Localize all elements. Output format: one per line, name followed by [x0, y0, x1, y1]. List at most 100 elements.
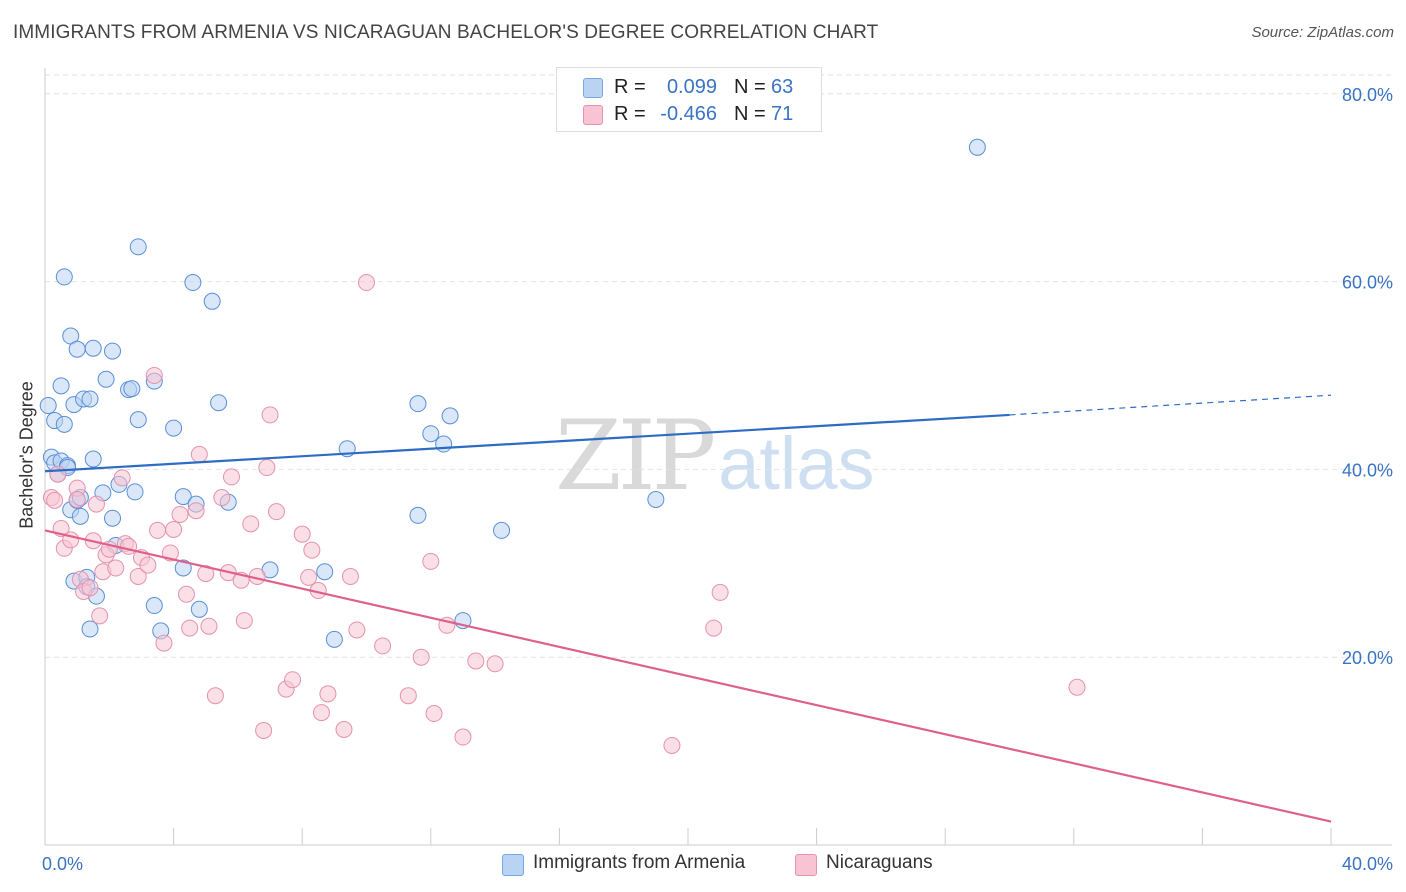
armenia-point [203, 292, 221, 310]
armenia-point [174, 559, 192, 577]
nicaraguan-point [87, 495, 105, 513]
bottom-legend-label-armenia: Immigrants from Armenia [533, 852, 746, 873]
armenia-point [409, 395, 427, 413]
y-tick-label: 20.0% [1342, 648, 1393, 668]
nicaraguan-point [187, 502, 205, 520]
source-label: Source: ZipAtlas.com [1251, 24, 1394, 41]
armenia-point [71, 507, 89, 525]
nicaraguan-point [145, 366, 163, 384]
nicaraguan-point [335, 721, 353, 738]
legend-r-value: -0.466 [660, 103, 717, 125]
nicaraguan-point [267, 503, 285, 521]
armenia-point [52, 377, 70, 395]
stats-legend: R = 0.099 N = 63 R = -0.466 N = 71 [556, 67, 822, 132]
bottom-legend-label-nicaraguans: Nicaraguans [826, 852, 933, 873]
nicaraguan-point [177, 585, 195, 603]
nicaraguan-point [358, 274, 375, 292]
nicaraguan-point [1068, 678, 1086, 696]
armenia-point [145, 597, 163, 615]
legend-r-label: R = [614, 103, 646, 125]
nicaraguan-point [181, 619, 199, 637]
legend-swatch-armenia [583, 78, 603, 98]
armenia-point [129, 411, 147, 429]
armenia-point [165, 419, 183, 437]
nicaraguan-point [486, 655, 504, 673]
armenia-point [493, 521, 511, 539]
nicaraguan-point [81, 579, 99, 597]
armenia-point [968, 138, 986, 156]
nicaraguan-point [171, 505, 189, 523]
armenia-point [441, 407, 459, 425]
nicaraguan-point [197, 565, 215, 583]
nicaraguan-point [293, 525, 311, 543]
nicaraguan-point [300, 568, 318, 586]
y-tick-label: 60.0% [1342, 273, 1393, 293]
nicaraguan-point [663, 736, 681, 754]
nicaraguan-point [107, 559, 125, 577]
legend-n-value: 63 [771, 76, 794, 98]
legend-r-value: 0.099 [666, 76, 717, 98]
nicaraguan-point [155, 634, 173, 652]
armenia-point [647, 490, 665, 508]
armenia-point [104, 342, 122, 360]
armenia-point [174, 488, 192, 506]
nicaraguan-point [261, 406, 279, 424]
nicaraguan-point [374, 637, 392, 655]
nicaraguan-point [255, 721, 273, 739]
nicaraguan-point [139, 556, 157, 574]
armenia-point [325, 630, 343, 648]
nicaraguan-point [399, 687, 417, 705]
nicaraguan-point [412, 648, 430, 666]
bottom-legend-swatch-armenia [502, 854, 524, 876]
armenia-point [435, 435, 453, 453]
nicaraguan-point [120, 537, 138, 555]
nicaraguan-point [235, 612, 253, 630]
legend-row-nicaraguans: R = -0.466 N = 71 [557, 101, 821, 129]
armenia-point [81, 620, 99, 638]
nicaraguan-point [705, 619, 723, 637]
chart-title: IMMIGRANTS FROM ARMENIA VS NICARAGUAN BA… [13, 22, 879, 43]
armenia-point [104, 509, 122, 527]
nicaraguan-point [129, 567, 147, 585]
bottom-legend-swatch-nicaraguans [795, 854, 817, 876]
nicaraguan-point [46, 491, 64, 509]
nicaraguan-point [422, 552, 440, 570]
armenia-point [184, 274, 202, 292]
legend-n-value: 71 [771, 103, 794, 125]
nicaraguan-point [348, 621, 366, 639]
armenia-point [84, 339, 102, 357]
armenia-point [84, 450, 102, 468]
armenia-point [123, 380, 141, 398]
armenia-point [190, 600, 208, 618]
armenia-point [409, 506, 427, 524]
nicaraguan-trend-line [44, 529, 1332, 823]
nicaraguan-point [68, 490, 86, 508]
legend-n-label: N = [734, 103, 766, 125]
nicaraguan-point [454, 728, 472, 746]
armenia-trend-line-extension [1009, 394, 1332, 416]
nicaraguan-point [200, 617, 218, 635]
legend-n-label: N = [734, 76, 766, 98]
nicaraguan-point [258, 459, 276, 477]
nicaraguan-point [242, 515, 260, 533]
armenia-point [55, 268, 73, 286]
nicaraguan-point [213, 489, 231, 507]
watermark-atlas: atlas [718, 422, 875, 505]
armenia-point [81, 390, 99, 408]
armenia-point [129, 238, 147, 256]
armenia-point [39, 397, 57, 415]
watermark-zip: ZIP [555, 400, 716, 512]
nicaraguan-point [284, 671, 302, 689]
nicaraguan-point [711, 583, 729, 601]
legend-swatch-nicaraguans [583, 105, 603, 125]
armenia-point [126, 483, 144, 501]
nicaraguan-point [467, 652, 485, 670]
y-tick-label: 80.0% [1342, 85, 1393, 105]
armenia-point [316, 563, 334, 581]
armenia-point [422, 425, 440, 443]
x-tick-label: 40.0% [1342, 854, 1393, 874]
armenia-point [55, 415, 73, 433]
nicaraguan-point [149, 521, 167, 539]
nicaraguan-point [206, 687, 224, 705]
